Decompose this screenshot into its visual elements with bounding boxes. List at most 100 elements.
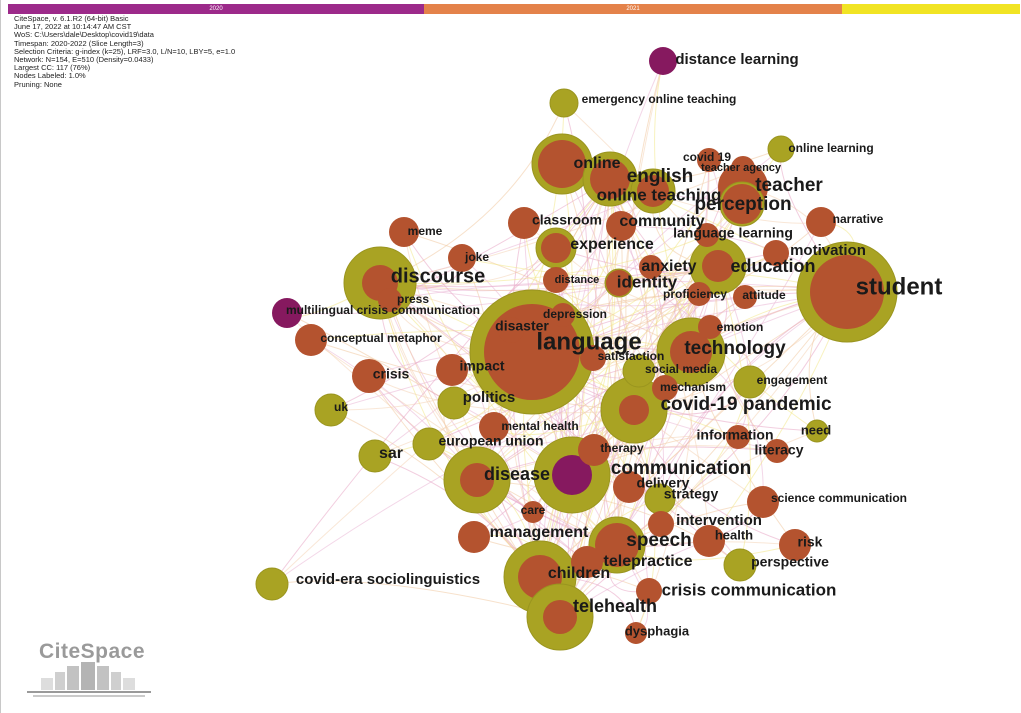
node-intervention[interactable] (648, 511, 674, 537)
node-core (543, 600, 577, 634)
node-crisis[interactable] (352, 359, 386, 393)
node-classroom[interactable] (508, 207, 540, 239)
node-disaster[interactable] (498, 317, 524, 343)
node-core (637, 175, 669, 207)
node-management[interactable] (458, 521, 490, 553)
label-need: need (801, 422, 831, 437)
node-emotion[interactable] (698, 315, 722, 339)
node-english[interactable] (582, 151, 638, 207)
node-crisis-communication[interactable] (636, 578, 662, 604)
network-edge (539, 381, 751, 578)
label-perception: perception (694, 194, 791, 215)
node-joke[interactable] (448, 244, 476, 272)
node-mental-health[interactable] (479, 412, 509, 442)
node-core (498, 317, 524, 343)
label-proficiency: proficiency (663, 287, 727, 301)
node-social-media[interactable] (622, 354, 656, 388)
node-telepractice[interactable] (571, 546, 603, 578)
node-core (606, 211, 636, 241)
node-need[interactable] (805, 419, 829, 443)
node-disease[interactable] (443, 446, 511, 514)
label-discourse: discourse (391, 265, 485, 287)
label-education: education (730, 256, 815, 276)
node-identity[interactable] (604, 268, 634, 298)
node-narrative[interactable] (806, 207, 836, 237)
node-engagement[interactable] (733, 365, 767, 399)
node-health[interactable] (693, 525, 725, 557)
node-science-communication[interactable] (747, 486, 779, 518)
node-online-teaching[interactable] (630, 168, 676, 214)
label-european-union: european union (439, 433, 544, 449)
node-online[interactable] (531, 133, 593, 195)
node-risk[interactable] (779, 529, 811, 561)
node-press[interactable] (378, 288, 402, 312)
label-covid-19-pandemic: covid-19 pandemic (660, 394, 831, 415)
label-crisis-communication: crisis communication (662, 580, 837, 599)
node-satisfaction[interactable] (580, 345, 606, 371)
node-impact[interactable] (436, 354, 468, 386)
node-meme[interactable] (389, 217, 419, 247)
node-experience[interactable] (535, 227, 577, 269)
node-european-union[interactable] (412, 427, 446, 461)
node-student[interactable] (796, 241, 898, 343)
label-conceptual-metaphor: conceptual metaphor (320, 331, 442, 345)
network-edge (330, 291, 848, 411)
node-perspective[interactable] (723, 548, 757, 582)
node-anxiety[interactable] (639, 255, 663, 279)
node-language-learning[interactable] (695, 223, 719, 247)
label-distance-learning: distance learning (675, 51, 798, 68)
label-emotion: emotion (717, 320, 764, 334)
node-perception[interactable] (719, 181, 765, 227)
node-multilingual-crisis-communication[interactable] (272, 298, 302, 328)
node-ring (723, 548, 757, 582)
node-information[interactable] (726, 425, 750, 449)
node-attitude[interactable] (733, 285, 757, 309)
node-delivery[interactable] (613, 471, 645, 503)
node-mechanism[interactable] (652, 375, 678, 401)
node-motivation[interactable] (763, 240, 789, 266)
node-core (352, 359, 386, 393)
network-edge (628, 265, 719, 488)
network-edge (476, 435, 739, 481)
node-core (726, 425, 750, 449)
node-online-learning[interactable] (767, 135, 795, 163)
node-conceptual-metaphor[interactable] (295, 324, 327, 356)
node-core (522, 501, 544, 523)
node-literacy[interactable] (765, 439, 789, 463)
meta-version: CiteSpace, v. 6.1.R2 (64-bit) Basic (14, 14, 129, 23)
node-care[interactable] (522, 501, 544, 523)
node-distance-learning[interactable] (649, 47, 677, 75)
node-core (695, 223, 719, 247)
network-labels: language student discourse communication cov… (286, 51, 942, 638)
label-children: children (548, 565, 610, 582)
node-telehealth[interactable] (526, 583, 594, 651)
node-ring (767, 135, 795, 163)
node-covid-19-pandemic[interactable] (600, 376, 668, 444)
node-uk[interactable] (314, 393, 348, 427)
node-politics[interactable] (437, 386, 471, 420)
label-teacher-agency: teacher agency (701, 162, 782, 174)
node-ring (549, 88, 579, 118)
node-emergency-online-teaching[interactable] (549, 88, 579, 118)
label-student: student (856, 273, 943, 300)
node-community[interactable] (606, 211, 636, 241)
node-sar[interactable] (358, 439, 392, 473)
node-proficiency[interactable] (687, 282, 711, 306)
node-education[interactable] (689, 237, 747, 295)
node-core (580, 345, 606, 371)
node-dysphagia[interactable] (625, 622, 647, 644)
node-core (763, 240, 789, 266)
node-covid-19[interactable] (697, 148, 721, 172)
node-depression[interactable] (551, 303, 575, 327)
node-therapy[interactable] (578, 434, 610, 466)
node-teacher-agency[interactable] (731, 156, 755, 180)
label-online-learning: online learning (788, 141, 873, 155)
label-telehealth: telehealth (573, 596, 657, 616)
node-core (389, 217, 419, 247)
node-distance[interactable] (543, 267, 569, 293)
node-speech[interactable] (588, 516, 646, 574)
node-covid-era-sociolinguistics[interactable] (255, 567, 289, 601)
label-anxiety: anxiety (641, 258, 696, 275)
label-multilingual-crisis-communication: multilingual crisis communication (286, 303, 480, 317)
node-core (378, 288, 402, 312)
